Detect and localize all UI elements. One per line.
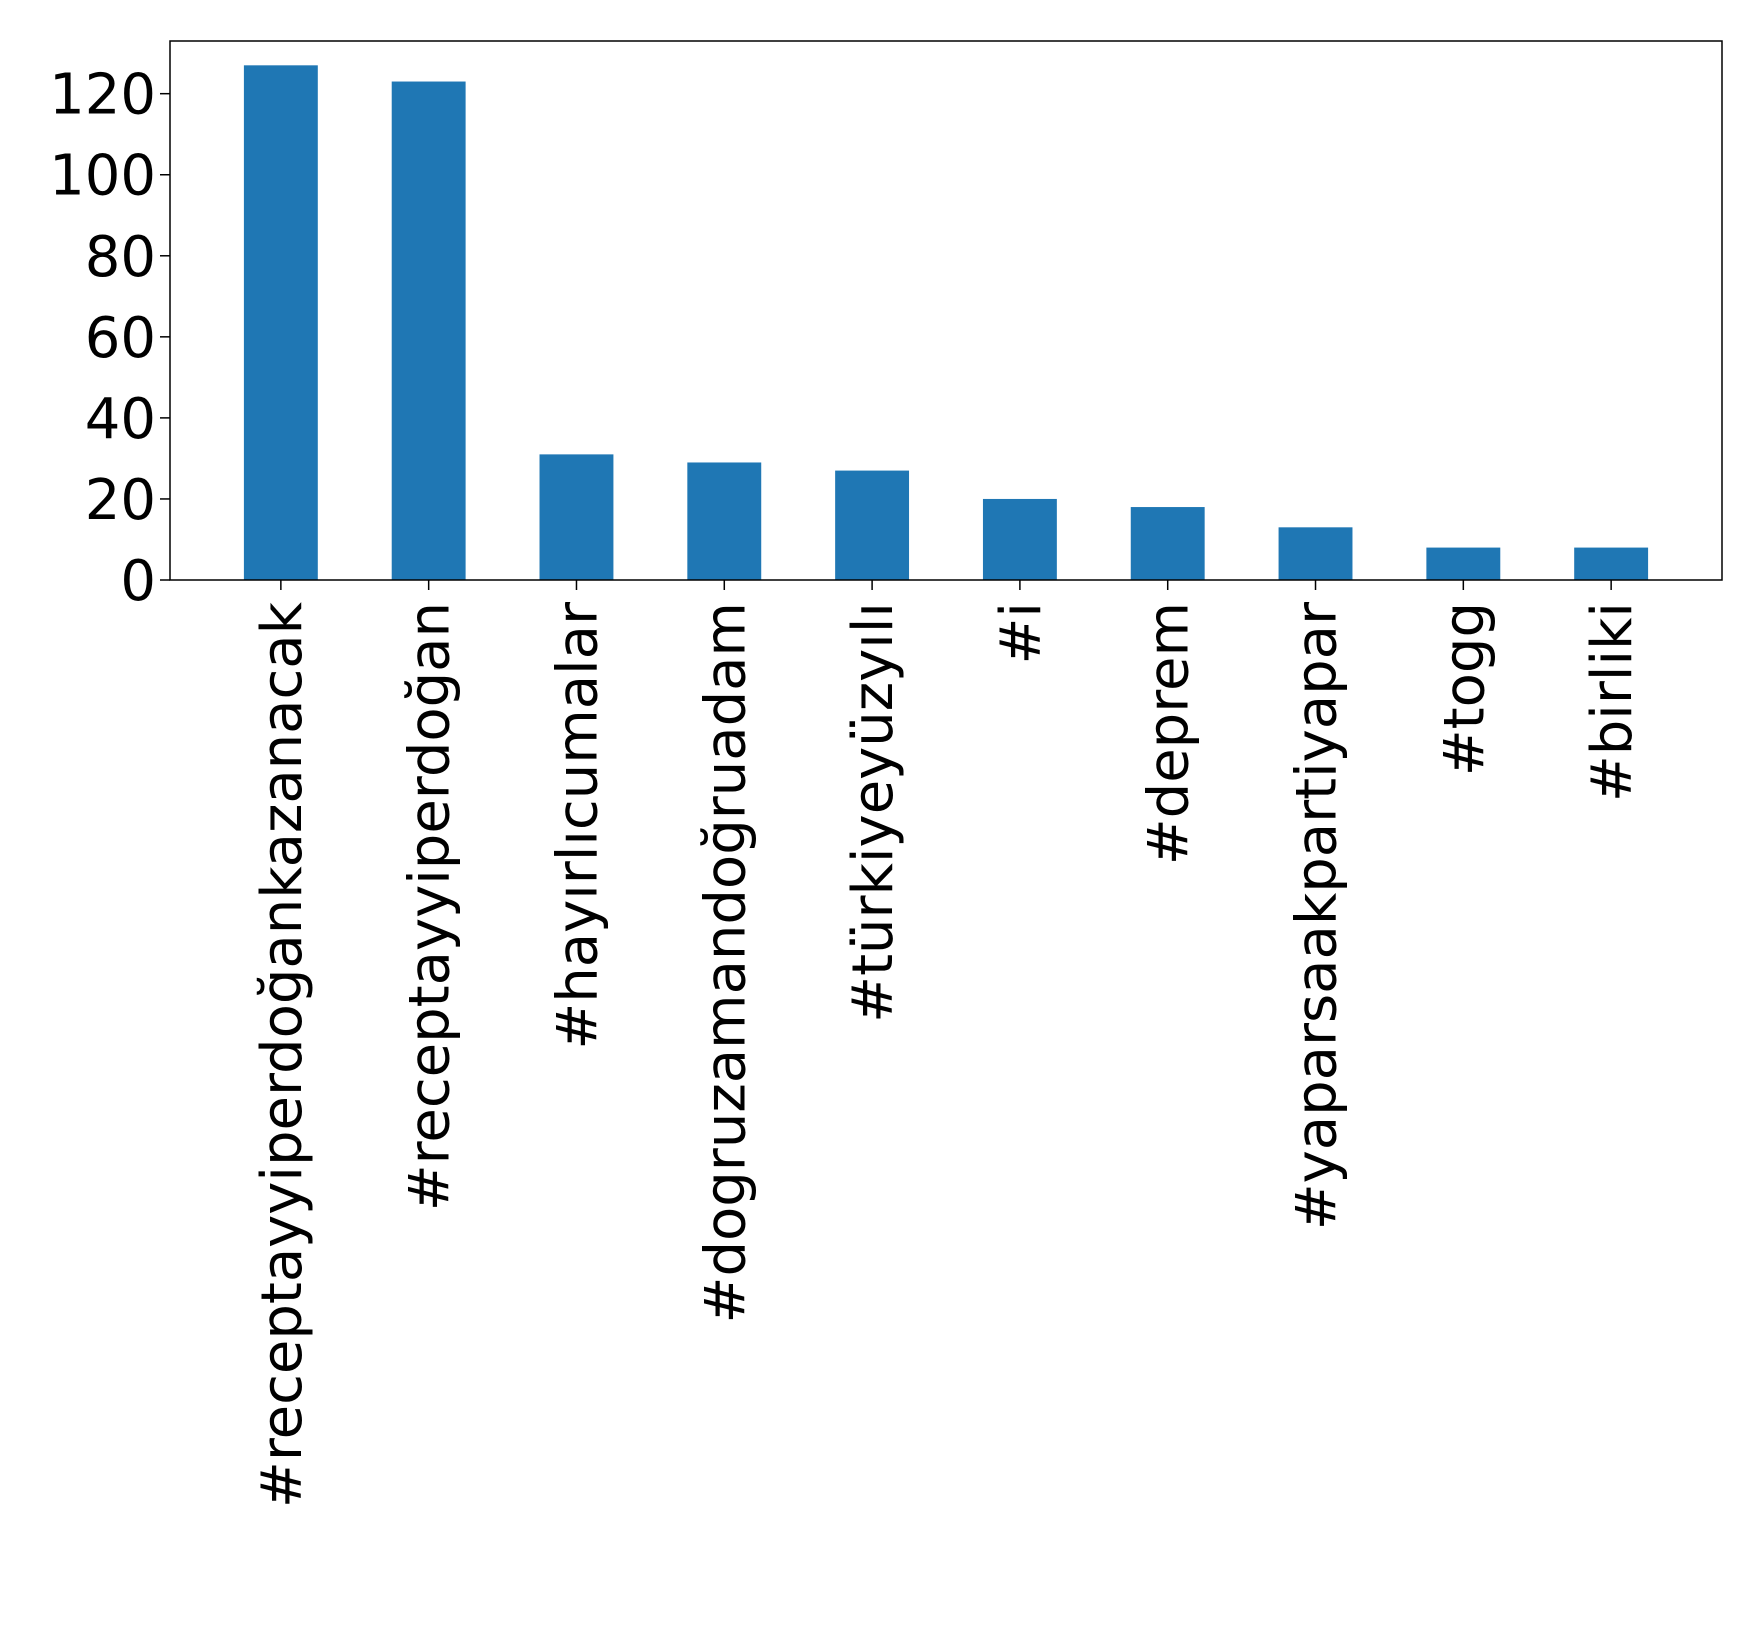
- bar-0: [243, 65, 318, 580]
- y-tick-label: 100: [49, 144, 156, 209]
- bar-6: [1130, 507, 1205, 580]
- bars-layer: [243, 65, 1649, 580]
- y-tick-label: 40: [85, 387, 156, 452]
- y-tick-label: 0: [120, 549, 156, 614]
- x-tick-label: #hayırlıcumalar: [545, 601, 610, 1050]
- x-axis: #receptayyiperdoğankazanacak #receptayyip…: [250, 580, 1645, 1508]
- x-tick-label: #yaparsaakpartiyapar: [1285, 601, 1350, 1230]
- plot-area-frame: [169, 40, 1723, 581]
- y-tick-label: 80: [85, 225, 156, 290]
- bar-3: [687, 462, 762, 580]
- x-tick-label: #türkiyeyüzyılı: [841, 602, 906, 1023]
- x-tick-label: #deprem: [1137, 602, 1202, 865]
- bar-4: [835, 470, 910, 580]
- x-tick-label: #receptayyiperdoğankazanacak: [250, 601, 315, 1508]
- y-tick-label: 60: [85, 306, 156, 371]
- bar-9: [1574, 547, 1649, 580]
- bar-1: [391, 81, 466, 580]
- x-tick-label: #i: [989, 602, 1054, 664]
- bar-2: [539, 454, 614, 580]
- bar-7: [1278, 527, 1353, 580]
- x-tick-label: #togg: [1432, 602, 1497, 776]
- x-tick-label: #birliki: [1580, 602, 1645, 802]
- y-tick-label: 20: [85, 468, 156, 533]
- bar-5: [982, 498, 1057, 580]
- x-tick-label: #dogruzamandoğruadam: [693, 602, 758, 1323]
- y-tick-label: 120: [49, 63, 156, 128]
- bar-8: [1426, 547, 1501, 580]
- y-axis: 0 20 40 60 80 100 120: [49, 63, 170, 614]
- x-tick-label: #receptayyiperdoğan: [398, 602, 463, 1211]
